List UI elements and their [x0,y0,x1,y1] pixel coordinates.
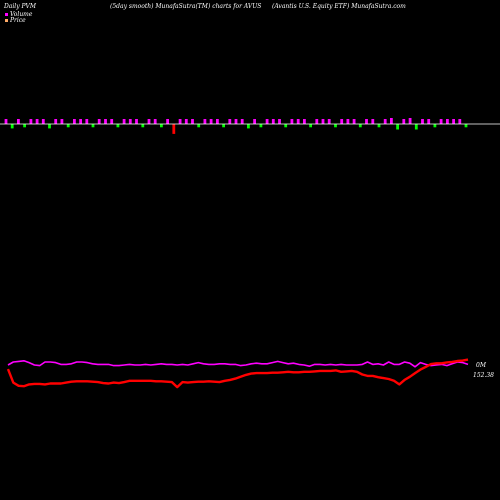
pvm-bar [54,119,58,124]
pvm-bar [209,119,213,124]
pvm-bar [259,124,263,128]
pvm-bar [228,119,232,124]
pvm-bar [135,119,138,124]
legend-price-label: Price [9,17,26,24]
pvm-bar [110,119,114,124]
pvm-bar [458,119,462,124]
pvm-bar [321,119,325,124]
price-line [6,358,469,389]
pvm-bar [147,119,151,124]
pvm-bar [340,119,344,124]
pvm-bar [128,119,132,124]
pvm-bar [452,119,455,124]
pvm-bar [17,119,20,124]
pvm-bar [377,124,381,128]
pvm-bar [265,119,269,124]
pvm-bar [240,119,244,124]
pvm-bar [408,118,412,124]
pvm-bar [35,119,39,124]
pvm-bar [79,119,82,124]
pvm-bar [73,119,76,124]
pvm-bar [166,119,169,124]
pvm-bar [60,119,64,124]
legend-price-swatch [5,19,8,22]
pvm-bar [309,124,312,128]
pvm-bar [122,119,126,124]
pvm-bar [315,119,319,124]
pvm-bar [433,124,437,128]
pvm-bar [153,119,157,124]
header-left: Daily PVM [3,3,37,10]
pvm-bar [85,119,89,124]
volume-line [7,359,469,368]
price-axis-label: 152.38 [473,372,494,379]
pvm-bar [352,119,356,124]
pvm-bar [396,124,399,130]
pvm-bar [104,119,107,124]
pvm-bar [346,119,350,124]
pvm-bar [4,119,8,124]
lines-panel [6,358,469,389]
pvm-bar [402,119,406,124]
pvm-bar [278,119,281,124]
header-right: (Avantis U.S. Equity ETF) MunafaSutra.co… [272,3,406,10]
pvm-bar [290,119,294,124]
pvm-bar [48,124,51,129]
legend: Volume Price [5,11,33,24]
pvm-bar [191,119,194,124]
pvm-bar [160,124,163,128]
pvm-bar [172,124,176,134]
pvm-bar [29,119,33,124]
pvm-bar [97,119,101,124]
pvm-bar [247,124,250,129]
legend-volume-label: Volume [10,11,33,18]
pvm-bar [439,119,443,124]
pvm-bar [203,119,207,124]
pvm-bar [141,124,145,128]
pvm-bar [253,119,256,124]
pvm-bar [184,119,188,124]
pvm-bar [371,119,375,124]
pvm-bar [446,119,449,124]
pvm-bar [10,124,14,129]
pvm-bar [327,119,331,124]
pvm-bar [234,119,238,124]
pvm-bar [66,124,70,128]
volume-axis-label: 0M [476,362,487,369]
pvm-bar [365,119,368,124]
pvm-bar [23,124,26,128]
pvm-bar [427,119,431,124]
pvm-bar [41,119,45,124]
pvm-bar [383,119,387,124]
pvm-bar [414,124,418,130]
pvm-bar [178,119,182,124]
pvm-bar [216,119,219,124]
pvm-bar [303,119,306,124]
pvm-bar [390,118,393,124]
pvm-bar [91,124,95,128]
pvm-bar [464,124,468,128]
pvm-bar [334,124,337,128]
pvm-bar [284,124,288,128]
header-center: (5day smooth) MunafaSutra(TM) charts for… [110,3,261,10]
pvm-bar [116,124,120,128]
pvm-bars [4,118,468,134]
pvm-bar [358,124,362,128]
pvm-bar [197,124,201,128]
pvm-bar [421,119,424,124]
pvm-bar [222,124,225,128]
legend-volume-swatch [5,13,8,16]
pvm-bar [271,119,275,124]
pvm-bar [296,119,300,124]
